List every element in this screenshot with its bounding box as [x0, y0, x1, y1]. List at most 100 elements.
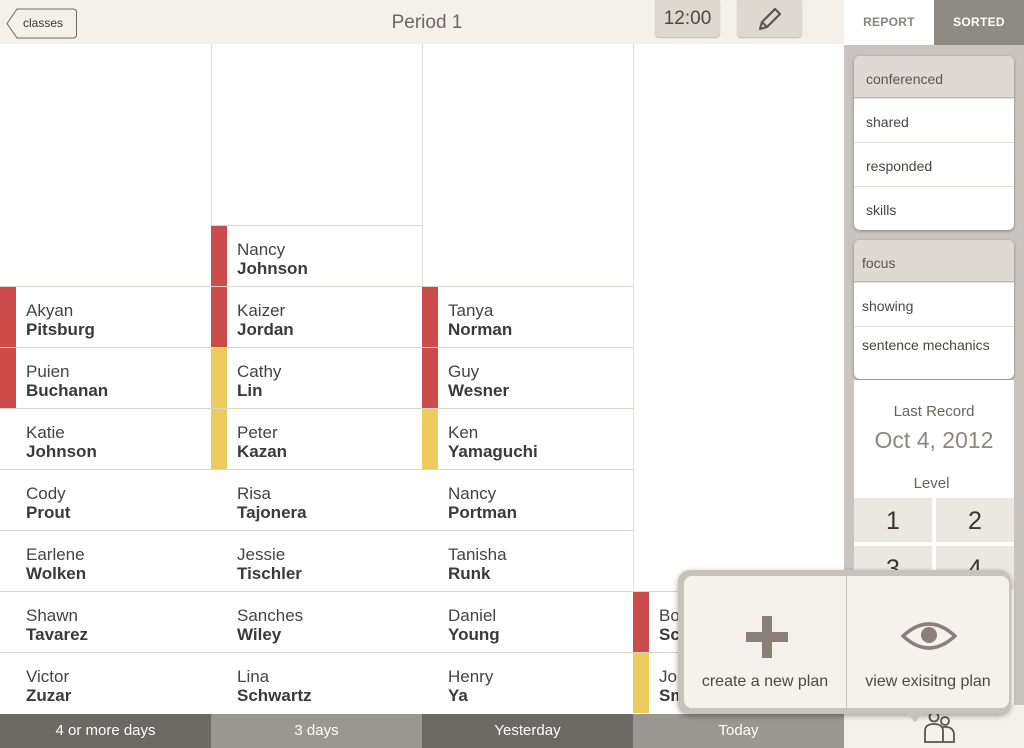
status-bar	[422, 531, 438, 591]
student-card[interactable]: Ken Yamaguchi	[422, 408, 633, 469]
filter-item-shared[interactable]: shared	[854, 98, 1014, 142]
student-last-name: Young	[448, 625, 500, 644]
timer-button[interactable]: 12:00	[655, 0, 720, 37]
status-bar	[0, 653, 16, 713]
classes-back-button[interactable]: classes	[6, 8, 77, 39]
student-card[interactable]: Earlene Wolken	[0, 530, 211, 591]
student-first-name: Puien	[26, 362, 70, 381]
student-last-name: Zuzar	[26, 686, 72, 705]
status-bar	[633, 653, 649, 713]
column-footer: Today	[633, 714, 844, 748]
level-button-2[interactable]: 2	[936, 498, 1014, 542]
student-card[interactable]: Lina Schwartz	[211, 652, 422, 713]
level-button-1[interactable]: 1	[854, 498, 932, 542]
tab-report[interactable]: REPORT	[844, 0, 934, 45]
student-first-name: Earlene	[26, 545, 85, 564]
student-card[interactable]: Nancy Johnson	[211, 225, 422, 286]
student-card[interactable]: Henry Ya	[422, 652, 633, 713]
student-first-name: Bo	[659, 606, 680, 625]
level-label: Level	[913, 475, 950, 492]
student-card[interactable]: Daniel Young	[422, 591, 633, 652]
student-first-name: Sanches	[237, 606, 304, 625]
student-card[interactable]: Tanya Norman	[422, 286, 633, 347]
student-last-name: Kazan	[237, 442, 288, 461]
student-first-name: Shawn	[26, 606, 78, 625]
status-bar	[422, 348, 438, 408]
status-bar	[211, 287, 227, 347]
student-card[interactable]: Puien Buchanan	[0, 347, 211, 408]
student-first-name: Guy	[448, 362, 480, 381]
student-first-name: Cody	[26, 484, 66, 503]
student-last-name: Jordan	[237, 320, 294, 339]
status-bar	[211, 470, 227, 530]
status-bar	[0, 287, 16, 347]
status-bar	[0, 409, 16, 469]
student-card[interactable]: Victor Zuzar	[0, 652, 211, 713]
student-card[interactable]: Shawn Tavarez	[0, 591, 211, 652]
student-first-name: Lina	[237, 667, 270, 686]
student-last-name: Pitsburg	[26, 320, 95, 339]
back-arrow-shape	[6, 8, 77, 39]
student-first-name: Tanisha	[448, 545, 507, 564]
student-last-name: Sc	[659, 625, 680, 644]
student-card[interactable]: Kaizer Jordan	[211, 286, 422, 347]
filter-item-sentence-mechanics[interactable]: sentence mechanics	[854, 326, 1014, 379]
student-card[interactable]: Sanches Wiley	[211, 591, 422, 652]
student-card[interactable]: Guy Wesner	[422, 347, 633, 408]
student-card[interactable]: Cody Prout	[0, 469, 211, 530]
student-last-name: Buchanan	[26, 381, 109, 400]
student-last-name: Tischler	[237, 564, 302, 583]
student-last-name: Lin	[237, 381, 263, 400]
popup-tail	[903, 710, 927, 722]
back-label: classes	[23, 16, 64, 30]
student-first-name: Nancy	[448, 484, 497, 503]
student-first-name: Peter	[237, 423, 278, 442]
status-bar	[211, 348, 227, 408]
edit-button[interactable]	[737, 0, 802, 37]
filter-item-showing[interactable]: showing	[854, 282, 1014, 326]
student-first-name: Cathy	[237, 362, 282, 381]
group-head-conferenced[interactable]: conferenced	[854, 56, 1014, 98]
student-first-name: Victor	[26, 667, 70, 686]
filter-item-skills[interactable]: skills	[854, 186, 1014, 230]
student-card[interactable]: Cathy Lin	[211, 347, 422, 408]
filter-item-responded[interactable]: responded	[854, 142, 1014, 186]
student-card[interactable]: Peter Kazan	[211, 408, 422, 469]
create-plan-button[interactable]: create a new plan	[684, 576, 846, 708]
student-card[interactable]: Tanisha Runk	[422, 530, 633, 591]
status-bar	[422, 287, 438, 347]
student-first-name: Henry	[448, 667, 494, 686]
student-last-name: Wiley	[237, 625, 282, 644]
student-card[interactable]: Akyan Pitsburg	[0, 286, 211, 347]
last-record-date: Oct 4, 2012	[874, 427, 994, 453]
status-bar	[422, 409, 438, 469]
column-footer: Yesterday	[422, 714, 633, 748]
student-last-name: Prout	[26, 503, 71, 522]
status-bar	[0, 531, 16, 591]
plan-popup: create a new plan view exisitng plan	[678, 570, 1011, 722]
top-bar: classes Period 1 12:00	[0, 0, 844, 44]
student-last-name: Tajonera	[237, 503, 307, 522]
pencil-icon	[758, 7, 782, 31]
student-last-name: Johnson	[237, 259, 308, 278]
last-record-label: Last Record	[893, 403, 975, 420]
student-last-name: Yamaguchi	[448, 442, 538, 461]
status-bar	[0, 348, 16, 408]
status-bar	[211, 653, 227, 713]
status-bar	[422, 653, 438, 713]
student-card[interactable]: Nancy Portman	[422, 469, 633, 530]
student-card[interactable]: Katie Johnson	[0, 408, 211, 469]
create-plan-label: create a new plan	[701, 673, 829, 690]
student-last-name: Wolken	[26, 564, 87, 583]
student-last-name: Ya	[448, 686, 468, 705]
student-last-name: Johnson	[26, 442, 97, 461]
student-last-name: Schwartz	[237, 686, 312, 705]
student-card[interactable]: Jessie Tischler	[211, 530, 422, 591]
status-bar	[211, 592, 227, 652]
student-first-name: Risa	[237, 484, 272, 503]
student-card[interactable]: Risa Tajonera	[211, 469, 422, 530]
view-plan-button[interactable]: view exisitng plan	[847, 576, 1009, 708]
tab-sorted[interactable]: SORTED	[934, 0, 1024, 45]
group-head-focus[interactable]: focus	[854, 240, 1014, 282]
